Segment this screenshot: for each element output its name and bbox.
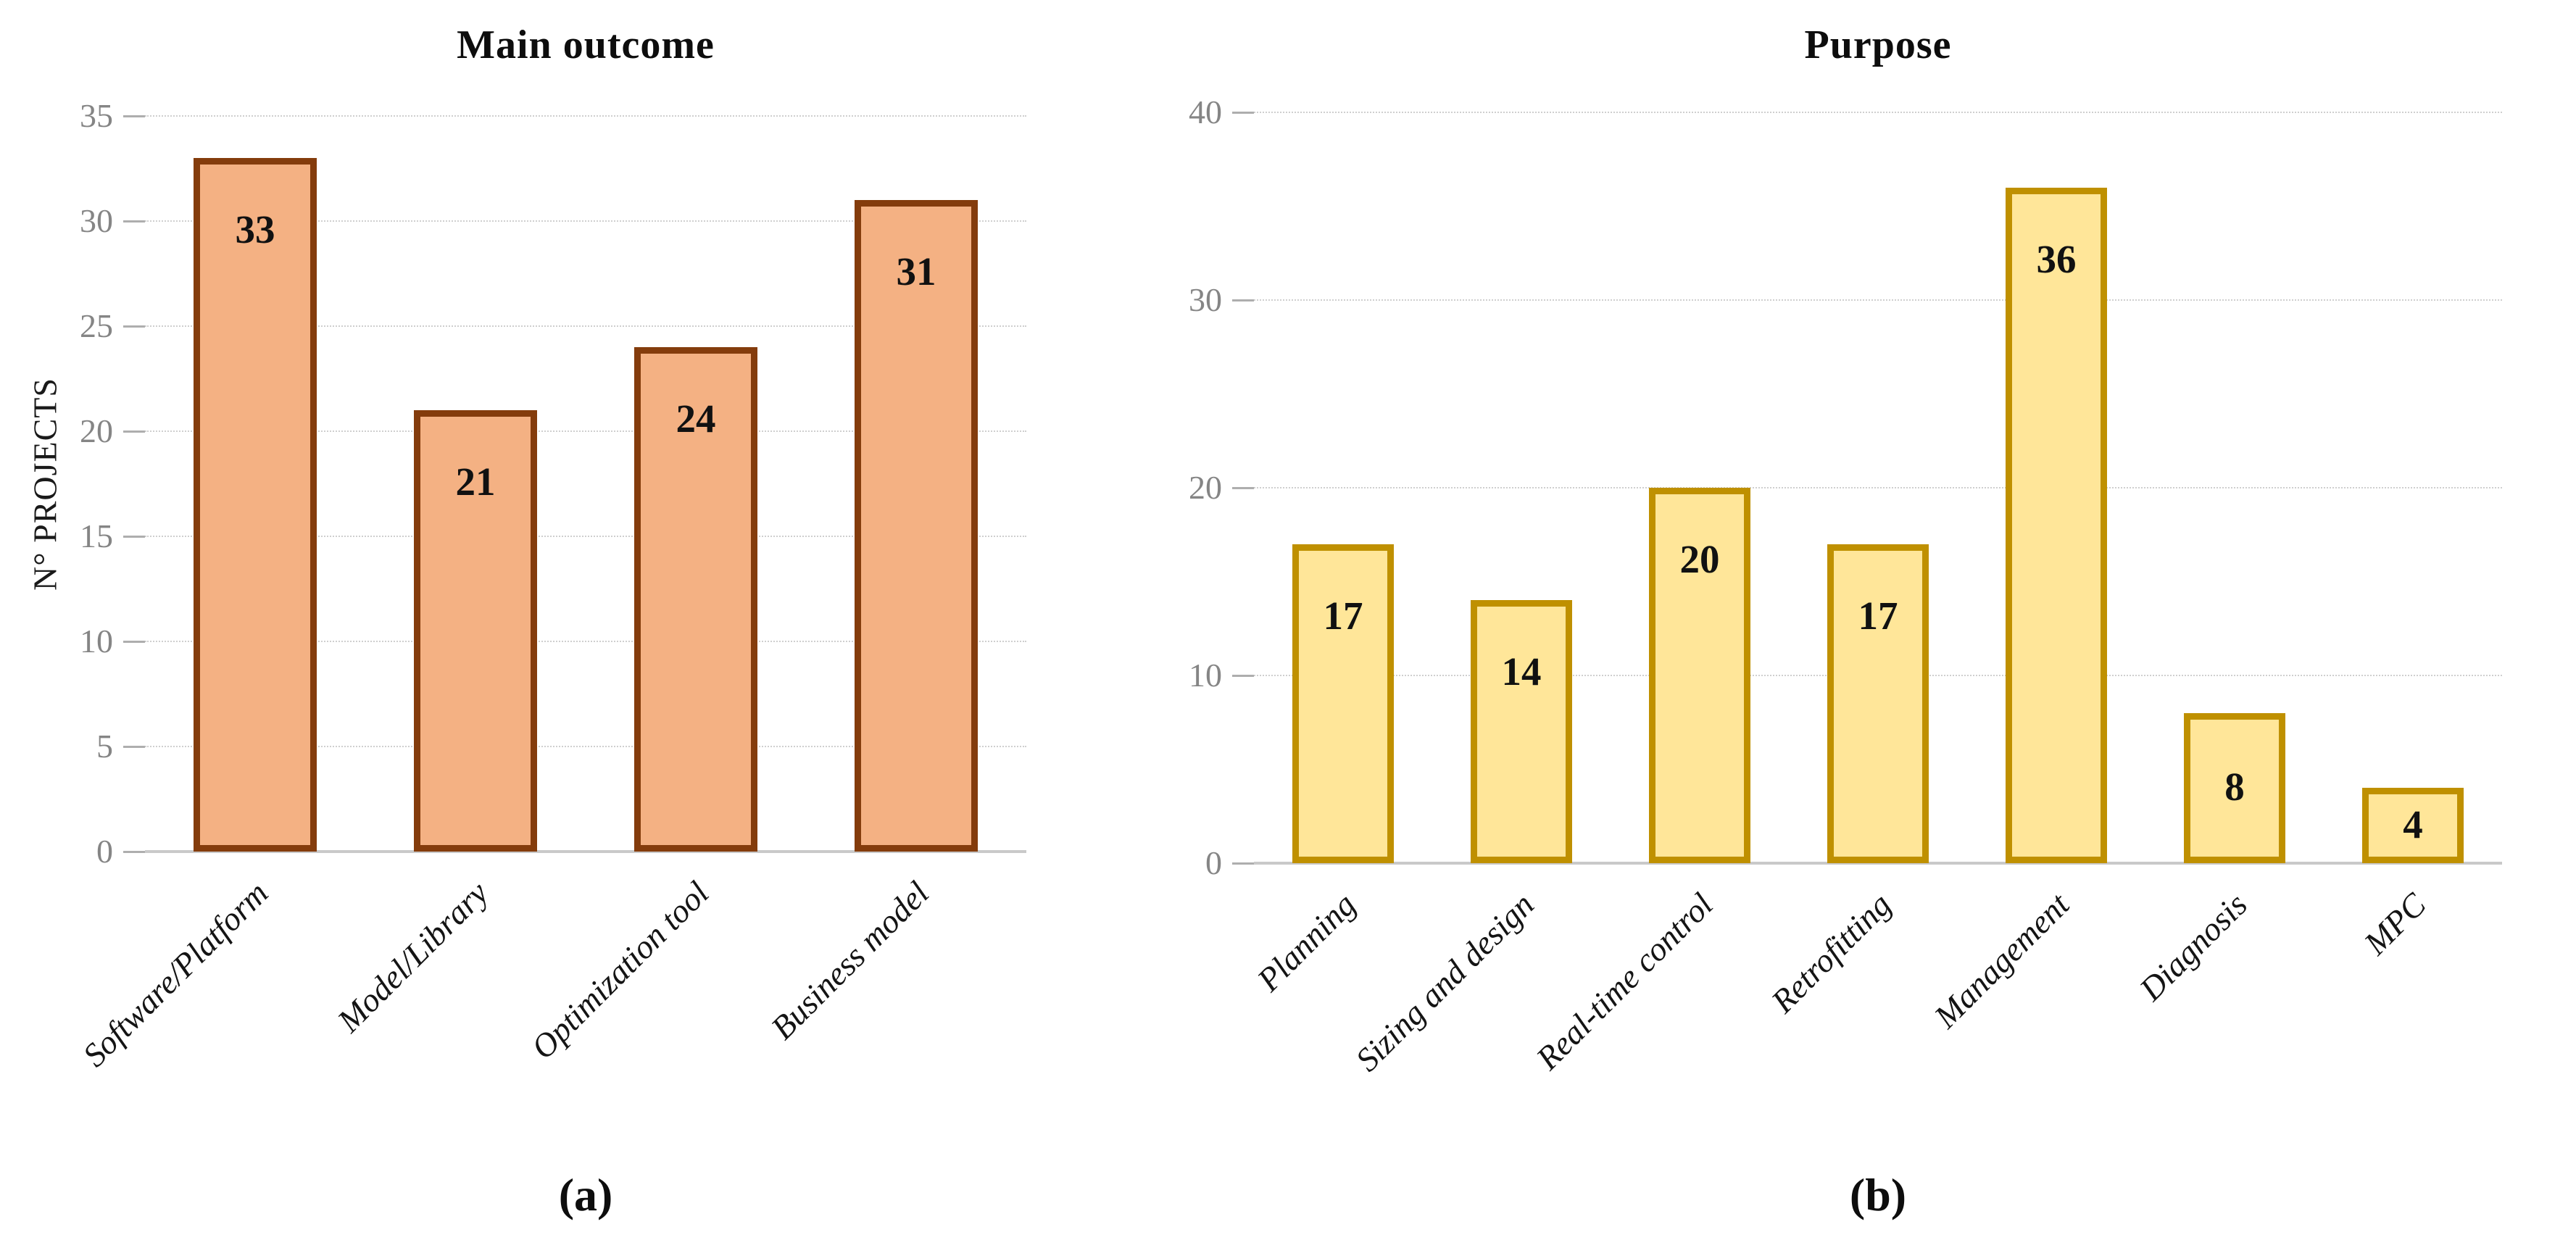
x-category-label: Sizing and design	[1348, 886, 1542, 1078]
y-tick-label: 0	[96, 833, 113, 870]
bar: 21	[414, 410, 537, 852]
y-axis-tick-mark	[1232, 487, 1254, 489]
x-category-label: Planning	[1250, 886, 1363, 999]
bar: 17	[1827, 544, 1929, 863]
subfigure-caption-b: (b)	[1849, 1169, 1907, 1220]
bar-value-label: 14	[1501, 649, 1542, 694]
chart-title: Purpose	[1804, 22, 1952, 67]
bar: 33	[194, 158, 317, 852]
gridline	[145, 325, 1026, 327]
chart-title: Main outcome	[457, 22, 715, 67]
plot-area: 0 10 20 30 40 17 Planning 14 Sizing and design 20…	[1189, 93, 2502, 1078]
y-tick-label: 15	[80, 517, 113, 554]
gridline	[145, 536, 1026, 537]
y-tick-label: 30	[80, 202, 113, 239]
bar-value-label: 21	[455, 459, 496, 504]
bar: 8	[2184, 712, 2285, 863]
y-axis-tick-mark	[123, 851, 145, 853]
y-axis-tick-mark	[1232, 675, 1254, 677]
y-tick-label: 5	[96, 728, 113, 765]
chart-panel-purpose: Purpose 0 10 20 30 40 17 Planning 14 Sizing and …	[1131, 0, 2576, 1248]
y-axis-tick-mark	[123, 325, 145, 328]
plot-area: 0 5 10 15 20 25 30 35 33 Software/Platform 21 Model…	[75, 97, 1026, 1074]
gridline	[145, 641, 1026, 642]
y-axis-title: N° PROJECTS	[26, 377, 64, 591]
bar: 4	[2362, 788, 2464, 863]
x-category-label: Business model	[763, 874, 936, 1047]
bar: 36	[2006, 187, 2107, 863]
y-tick-label: 10	[80, 623, 113, 660]
bar-value-label: 4	[2403, 802, 2423, 847]
bar: 17	[1292, 544, 1394, 863]
y-tick-label: 35	[80, 97, 113, 134]
y-tick-label: 0	[1205, 844, 1222, 881]
y-tick-label: 30	[1189, 281, 1222, 318]
x-category-label: MPC	[2356, 886, 2433, 962]
gridline	[145, 220, 1026, 222]
bar-value-label: 17	[1323, 593, 1363, 638]
bar-value-label: 31	[896, 249, 936, 294]
bar: 24	[634, 347, 757, 852]
gridline	[1254, 487, 2502, 488]
y-axis-tick-mark	[123, 115, 145, 117]
gridline	[145, 430, 1026, 432]
gridline	[145, 746, 1026, 747]
x-axis-baseline	[145, 850, 1026, 853]
y-axis-tick-mark	[123, 220, 145, 222]
x-category-label: Optimization tool	[523, 874, 716, 1066]
x-category-label: Retrofitting	[1763, 886, 1898, 1020]
x-category-label: Diagnosis	[2132, 886, 2255, 1008]
bar: 20	[1649, 488, 1750, 863]
subfigure-caption-a: (a)	[558, 1169, 613, 1220]
y-axis-tick-mark	[123, 641, 145, 643]
x-category-label: Real-time control	[1528, 886, 1720, 1077]
y-axis-tick-mark	[123, 746, 145, 748]
x-category-label: Management	[1927, 886, 2077, 1036]
bar-value-label: 36	[2036, 236, 2077, 281]
bar: 14	[1471, 600, 1572, 863]
bar-value-label: 33	[235, 207, 275, 251]
gridline	[145, 115, 1026, 117]
x-category-label: Software/Platform	[75, 874, 275, 1074]
y-axis-tick-mark	[1232, 112, 1254, 114]
gridline	[1254, 299, 2502, 301]
y-tick-label: 20	[1189, 469, 1222, 506]
y-tick-label: 10	[1189, 657, 1222, 694]
chart-panel-main-outcome: Main outcome N° PROJECTS 0 5 10 15 20 25 30 35 3…	[0, 0, 1131, 1248]
y-axis-tick-mark	[1232, 299, 1254, 301]
gridline	[1254, 112, 2502, 113]
bar-value-label: 8	[2224, 765, 2245, 810]
bar-value-label: 17	[1858, 593, 1898, 638]
y-tick-label: 25	[80, 307, 113, 344]
y-axis-tick-mark	[1232, 862, 1254, 865]
y-tick-label: 20	[80, 412, 113, 449]
x-axis-baseline	[1254, 862, 2502, 865]
bar: 31	[855, 200, 978, 852]
y-tick-label: 40	[1189, 93, 1222, 130]
bar-value-label: 20	[1679, 537, 1720, 581]
bar-value-label: 24	[676, 396, 716, 441]
y-axis-tick-mark	[123, 430, 145, 433]
y-axis-tick-mark	[123, 536, 145, 538]
x-category-label: Model/Library	[330, 874, 496, 1039]
